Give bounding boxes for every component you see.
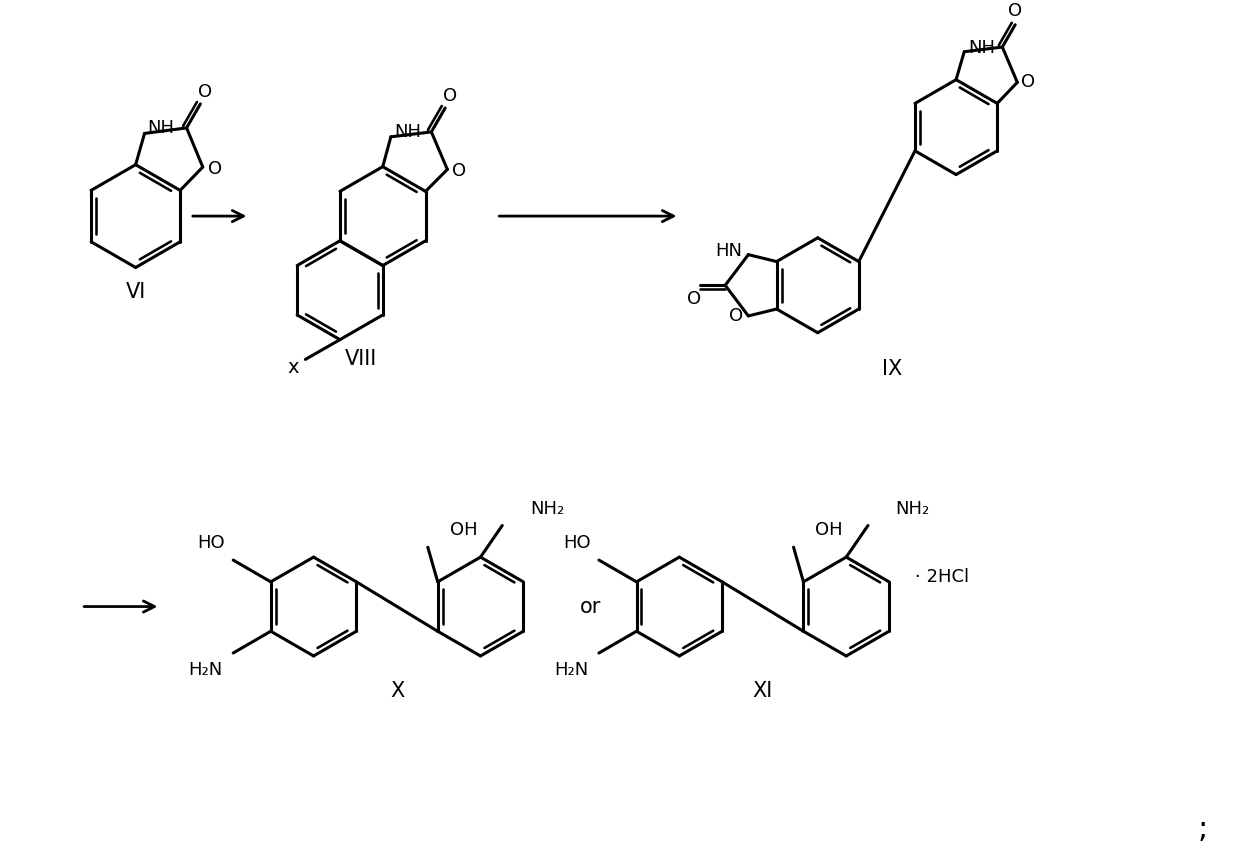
Text: O: O bbox=[729, 307, 744, 325]
Text: OH: OH bbox=[816, 521, 843, 539]
Text: · 2HCl: · 2HCl bbox=[915, 568, 970, 586]
Text: O: O bbox=[443, 87, 458, 105]
Text: or: or bbox=[579, 597, 601, 617]
Text: x: x bbox=[288, 358, 299, 377]
Text: OH: OH bbox=[450, 521, 477, 539]
Text: HO: HO bbox=[197, 534, 226, 552]
Text: VI: VI bbox=[125, 282, 146, 302]
Text: H₂N: H₂N bbox=[188, 661, 223, 679]
Text: HN: HN bbox=[715, 242, 742, 260]
Text: IX: IX bbox=[882, 359, 901, 379]
Text: NH: NH bbox=[146, 120, 174, 138]
Text: NH: NH bbox=[968, 39, 996, 57]
Text: ;: ; bbox=[1198, 814, 1208, 844]
Text: XI: XI bbox=[753, 680, 773, 701]
Text: VIII: VIII bbox=[345, 349, 377, 370]
Text: O: O bbox=[453, 163, 466, 181]
Text: H₂N: H₂N bbox=[554, 661, 589, 679]
Text: O: O bbox=[1021, 73, 1035, 91]
Text: X: X bbox=[389, 680, 404, 701]
Text: O: O bbox=[687, 290, 701, 308]
Text: HO: HO bbox=[563, 534, 591, 552]
Text: NH₂: NH₂ bbox=[529, 500, 564, 518]
Text: NH₂: NH₂ bbox=[895, 500, 930, 518]
Text: O: O bbox=[207, 160, 222, 178]
Text: NH: NH bbox=[394, 123, 422, 141]
Text: O: O bbox=[1008, 2, 1022, 20]
Text: O: O bbox=[198, 83, 212, 101]
